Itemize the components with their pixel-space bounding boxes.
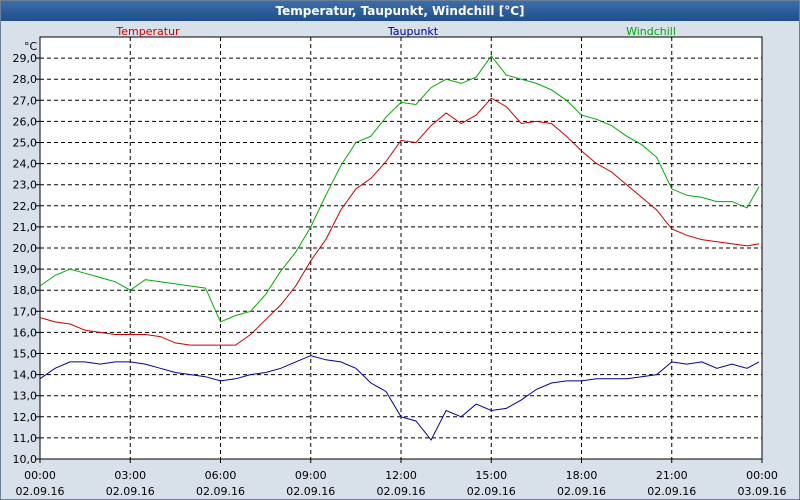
x-tick-time: 12:00: [385, 469, 417, 482]
y-tick-label: 17,0: [13, 305, 38, 318]
legend: Temperatur Taupunkt Windchill: [115, 25, 676, 38]
window-title: Temperatur, Taupunkt, Windchill [°C]: [1, 1, 799, 21]
x-tick-date: 02.09.16: [377, 485, 426, 498]
x-tick-time: 21:00: [656, 469, 688, 482]
x-tick-time: 15:00: [475, 469, 507, 482]
y-tick-label: 11,0: [13, 432, 38, 445]
x-tick-date: 02.09.16: [647, 485, 696, 498]
y-tick-label: 24,0: [13, 158, 38, 171]
y-tick-label: 28,0: [13, 73, 38, 86]
x-tick-date: 02.09.16: [16, 485, 65, 498]
series-line-temperatur: [39, 97, 760, 346]
legend-item-windchill: Windchill: [626, 25, 676, 38]
x-tick-date: 02.09.16: [467, 485, 516, 498]
x-tick-date: 03.09.16: [738, 485, 787, 498]
y-tick-label: 10,0: [13, 453, 38, 466]
series-line-windchill: [39, 55, 760, 323]
y-tick-label: 14,0: [13, 369, 38, 382]
y-tick-label: 25,0: [13, 137, 38, 150]
x-tick-time: 06:00: [205, 469, 237, 482]
y-tick-label: 21,0: [13, 221, 38, 234]
y-tick-label: 18,0: [13, 284, 38, 297]
y-tick-label: 19,0: [13, 263, 38, 276]
y-tick-label: 27,0: [13, 94, 38, 107]
y-tick-label: 12,0: [13, 411, 38, 424]
y-tick-label: 22,0: [13, 200, 38, 213]
y-tick-label: 29,0: [13, 52, 38, 65]
x-axis: 00:00 02.09.16 03:00 02.09.16 06:00 02.09.16 0…: [16, 459, 787, 498]
y-tick-label: 26,0: [13, 115, 38, 128]
y-axis-unit-label: °C: [24, 40, 38, 53]
y-tick-label: 23,0: [13, 179, 38, 192]
legend-item-temperatur: Temperatur: [115, 25, 180, 38]
legend-item-taupunkt: Taupunkt: [387, 25, 439, 38]
x-tick-time: 09:00: [295, 469, 327, 482]
x-tick-date: 02.09.16: [106, 485, 155, 498]
series-line-taupunkt: [39, 355, 760, 441]
y-tick-label: 15,0: [13, 348, 38, 361]
grid: [40, 37, 762, 459]
series-lines: [39, 55, 760, 441]
y-tick-label: 13,0: [13, 390, 38, 403]
x-tick-date: 02.09.16: [557, 485, 606, 498]
x-tick-date: 02.09.16: [196, 485, 245, 498]
x-tick-time: 00:00: [24, 469, 56, 482]
x-tick-time: 18:00: [566, 469, 598, 482]
y-tick-label: 16,0: [13, 326, 38, 339]
y-tick-label: 20,0: [13, 242, 38, 255]
x-tick-time: 00:00: [746, 469, 778, 482]
x-tick-date: 02.09.16: [286, 485, 335, 498]
y-axis: 10,0 11,0 12,0 13,0 14,0 15,0 16,0 17,0 18,0 19,0…: [13, 52, 40, 466]
x-tick-time: 03:00: [114, 469, 146, 482]
